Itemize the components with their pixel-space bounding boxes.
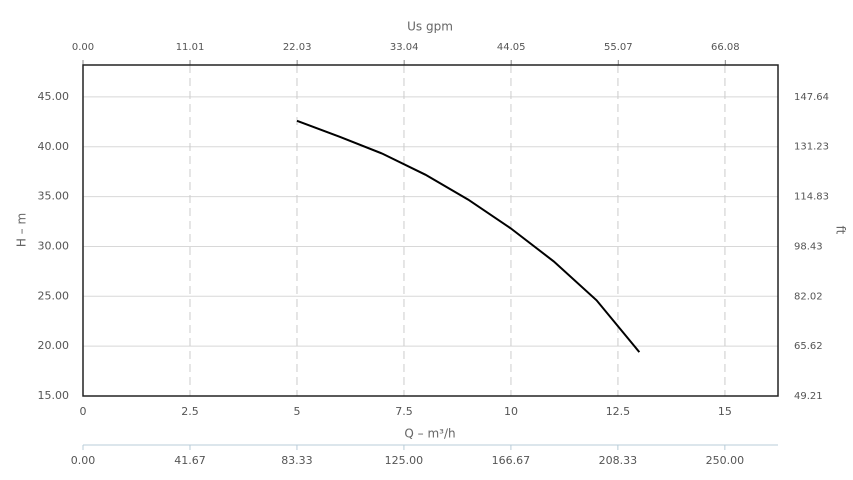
x2-tick-label: 22.03: [283, 42, 312, 53]
y2-tick-label: 114.83: [794, 192, 829, 203]
x2-tick-label: 0.00: [72, 42, 94, 53]
x3-tick-label: 125.00: [385, 454, 424, 467]
y-tick-label: 15.00: [38, 389, 70, 402]
x-tick-label: 10: [504, 405, 518, 418]
x2-tick-label: 55.07: [604, 42, 633, 53]
y-tick-label: 40.00: [38, 140, 70, 153]
x2-axis-title: Us gpm: [407, 20, 453, 34]
x-tick-label: 15: [718, 405, 732, 418]
y2-tick-label: 98.43: [794, 241, 823, 252]
curve: [296, 119, 641, 353]
x-tick-label: 12.5: [606, 405, 631, 418]
x3-tick-label: 208.33: [599, 454, 638, 467]
x-axis-title: Q – m³/h: [404, 427, 455, 441]
plot-frame: [82, 64, 779, 397]
x-tick-label: 2.5: [181, 405, 199, 418]
x3-tick-label: 83.33: [281, 454, 313, 467]
y-tick-label: 25.00: [38, 289, 70, 302]
x-tick-label: 7.5: [395, 405, 413, 418]
x-tick-label: 5: [293, 405, 300, 418]
y2-tick-label: 65.62: [794, 341, 823, 352]
y-tick-label: 35.00: [38, 190, 70, 203]
y-axis-title: H – m: [15, 213, 29, 247]
x3-tick-label: 0.00: [71, 454, 96, 467]
y2-tick-label: 82.02: [794, 291, 823, 302]
y-tick-label: 45.00: [38, 90, 70, 103]
x3-tick-label: 41.67: [174, 454, 206, 467]
y2-tick-label: 147.64: [794, 92, 829, 103]
x3-tick-label: 166.67: [492, 454, 531, 467]
x2-tick-label: 44.05: [497, 42, 526, 53]
y2-axis-title: ft: [834, 226, 848, 235]
x2-tick-label: 66.08: [711, 42, 740, 53]
x2-tick-label: 11.01: [176, 42, 205, 53]
x-tick-label: 0: [80, 405, 87, 418]
y2-tick-label: 49.21: [794, 391, 823, 402]
y-tick-label: 20.00: [38, 339, 70, 352]
x3-tick-label: 250.00: [706, 454, 745, 467]
y-tick-label: 30.00: [38, 239, 70, 252]
x2-tick-label: 33.04: [390, 42, 419, 53]
y2-tick-label: 131.23: [794, 142, 829, 153]
